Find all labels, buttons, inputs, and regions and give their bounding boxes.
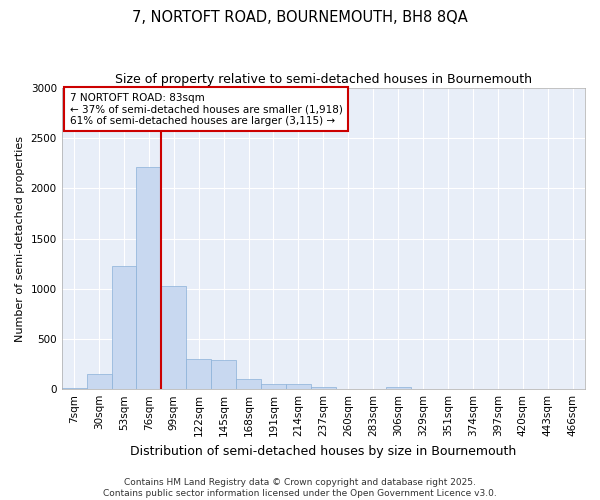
Bar: [386, 387, 410, 389]
Y-axis label: Number of semi-detached properties: Number of semi-detached properties: [15, 136, 25, 342]
Bar: [286, 384, 311, 389]
Bar: [211, 360, 236, 389]
Bar: [136, 168, 161, 389]
Bar: [236, 378, 261, 389]
X-axis label: Distribution of semi-detached houses by size in Bournemouth: Distribution of semi-detached houses by …: [130, 444, 517, 458]
Text: 7 NORTOFT ROAD: 83sqm
← 37% of semi-detached houses are smaller (1,918)
61% of s: 7 NORTOFT ROAD: 83sqm ← 37% of semi-deta…: [70, 92, 343, 126]
Bar: [336, 388, 361, 389]
Title: Size of property relative to semi-detached houses in Bournemouth: Size of property relative to semi-detach…: [115, 72, 532, 86]
Bar: [62, 388, 86, 389]
Bar: [186, 359, 211, 389]
Bar: [161, 286, 186, 389]
Bar: [112, 266, 136, 389]
Bar: [311, 386, 336, 389]
Bar: [86, 374, 112, 389]
Bar: [261, 384, 286, 389]
Text: 7, NORTOFT ROAD, BOURNEMOUTH, BH8 8QA: 7, NORTOFT ROAD, BOURNEMOUTH, BH8 8QA: [132, 10, 468, 25]
Text: Contains HM Land Registry data © Crown copyright and database right 2025.
Contai: Contains HM Land Registry data © Crown c…: [103, 478, 497, 498]
